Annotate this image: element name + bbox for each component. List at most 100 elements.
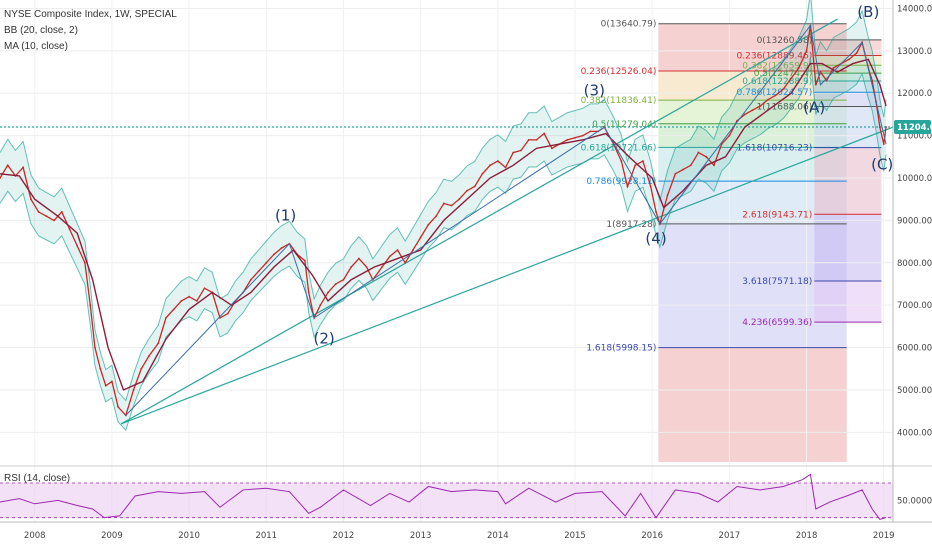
price-point: [53, 219, 55, 222]
last-price-label: 11204.09: [897, 123, 932, 133]
fib-label: 0.618(12288.9): [742, 77, 812, 87]
price-point: [442, 202, 445, 205]
price-point: [388, 255, 391, 258]
price-point: [832, 66, 835, 69]
price-point: [68, 227, 71, 230]
price-point: [682, 168, 684, 171]
price-point: [307, 291, 310, 294]
wave-label: (B): [857, 3, 879, 21]
price-point: [365, 266, 368, 268]
price-point: [396, 249, 399, 251]
price-point: [581, 134, 584, 137]
price-point: [99, 367, 102, 370]
rsi-line: [0, 473, 887, 520]
price-point: [226, 312, 229, 315]
bb-band-fill: [0, 0, 887, 431]
x-tick-label: 2009: [101, 531, 123, 541]
price-point: [165, 316, 167, 319]
price-point: [357, 257, 360, 260]
price-point: [527, 138, 530, 141]
fib-label: 0.236(12526.04): [581, 67, 657, 77]
y-tick-label: 10000.00: [897, 174, 932, 184]
price-point: [674, 172, 677, 175]
wave-labels: (1)(2)(3)(4)(5)(A)(B)(C): [275, 3, 893, 347]
price-point: [797, 66, 800, 69]
price-point: [249, 278, 252, 281]
price-point: [132, 389, 135, 391]
wave-label: (2): [314, 329, 335, 347]
price-point: [550, 147, 553, 150]
fib-label: 0.382(11836.41): [581, 96, 657, 106]
price-point: [481, 172, 484, 175]
bb-upper-line: [0, 0, 887, 402]
rsi-band: [0, 483, 893, 518]
fib-label: 1(11688.06): [757, 102, 813, 112]
bollinger-bands: [0, 0, 887, 432]
fib-label: 0.236(12889.46): [737, 52, 813, 62]
price-point: [172, 308, 175, 311]
price-point: [489, 164, 492, 167]
price-point: [412, 249, 414, 251]
rsi-tick-label: 50.0000: [897, 496, 932, 506]
price-point: [89, 304, 92, 307]
price-point: [774, 94, 777, 97]
price-point: [751, 109, 754, 112]
price-point: [543, 132, 546, 135]
price-point: [634, 164, 637, 167]
fib-label: 0.786(12024.57): [737, 88, 813, 98]
price-point: [878, 126, 881, 129]
price-point: [6, 164, 9, 167]
price-point: [94, 346, 96, 349]
price-point: [327, 291, 329, 294]
price-point: [273, 253, 275, 256]
price-point: [728, 134, 731, 137]
wave-label: (C): [871, 156, 893, 174]
price-point: [520, 149, 522, 152]
price-point: [334, 283, 337, 285]
channel-line: [120, 18, 838, 425]
y-tick-label: 9000.00: [897, 216, 932, 226]
price-point: [29, 198, 32, 201]
price-point: [882, 143, 885, 146]
price-point: [37, 211, 40, 213]
price-point: [790, 77, 793, 80]
price-point: [60, 211, 63, 213]
price-point: [566, 138, 569, 141]
price-point: [713, 164, 715, 167]
price-line: [0, 25, 887, 417]
price-point: [855, 52, 858, 54]
y-tick-label: 6000.00: [897, 344, 932, 354]
price-point: [473, 185, 476, 188]
x-tick-label: 2008: [24, 531, 46, 541]
price-point: [381, 266, 383, 268]
price-point: [782, 88, 785, 90]
price-point: [280, 247, 283, 249]
price-point: [111, 380, 113, 383]
fib-label: 0.382(12659.9): [742, 61, 812, 71]
price-point: [265, 261, 268, 264]
rsi-pane: [0, 465, 932, 520]
fib-label: 4.236(6599.36): [742, 318, 812, 328]
y-tick-label: 11000.00: [897, 132, 932, 142]
price-point: [257, 270, 260, 273]
chart-title: NYSE Composite Index, 1W, SPECIAL: [4, 9, 177, 20]
price-point: [496, 160, 499, 162]
price-point: [642, 160, 644, 162]
x-tick-label: 2019: [873, 531, 895, 541]
fib-label: 0.5(11279.04): [592, 120, 656, 130]
y-tick-label: 13000.00: [897, 47, 932, 57]
price-point: [427, 223, 430, 226]
price-point: [620, 160, 623, 162]
fib-zone: [814, 65, 882, 74]
price-point: [45, 215, 48, 218]
x-tick-label: 2013: [410, 531, 432, 541]
price-point: [180, 300, 183, 302]
price-point: [458, 198, 461, 201]
wave-label: (1): [275, 206, 296, 224]
price-point: [814, 83, 817, 86]
price-point: [759, 105, 762, 107]
x-tick-label: 2012: [333, 531, 355, 541]
price-point: [450, 204, 453, 207]
price-point: [435, 215, 437, 218]
x-tick-label: 2015: [564, 531, 586, 541]
